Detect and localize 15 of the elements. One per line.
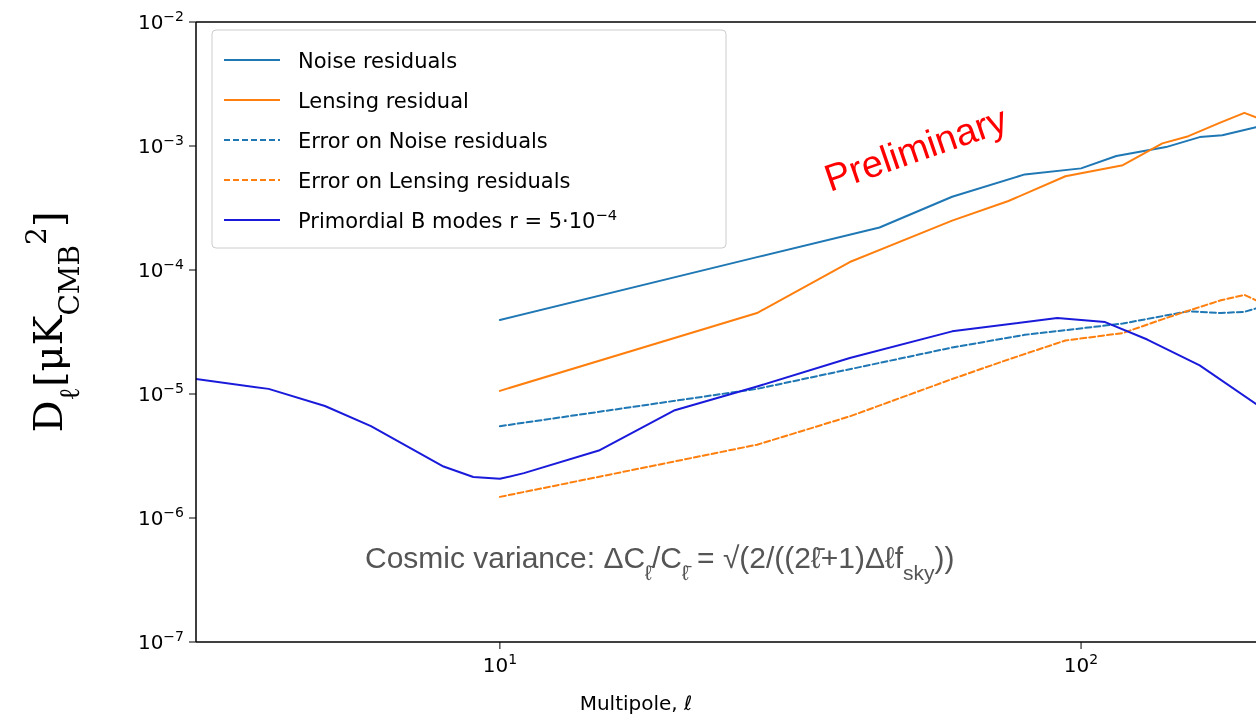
legend-label: Error on Noise residuals <box>298 129 548 153</box>
y-tick-label: 10$^{−5}$ <box>137 380 184 406</box>
x-tick-label: 10$^{2}$ <box>1063 651 1099 677</box>
y-tick-label: 10$^{−7}$ <box>137 628 184 654</box>
legend-label: Primordial B modes r = 5·10$^{−4}$ <box>298 205 618 233</box>
annotation: Cosmic variance: ΔC$_{ℓ̄}$/C$_{ℓ̄}$ = √(2/((2ℓ̄+1)Δℓf$_{sky}$)) <box>365 541 955 584</box>
x-axis-title: Multipole, ℓ <box>579 691 693 715</box>
y-tick-label: 10$^{−6}$ <box>137 504 185 530</box>
y-tick-label: 10$^{−4}$ <box>137 256 185 282</box>
y-tick-label: 10$^{−2}$ <box>137 8 184 34</box>
x-tick-label: 10$^{1}$ <box>482 651 518 677</box>
legend-label: Lensing residual <box>298 89 469 113</box>
legend-label: Noise residuals <box>298 49 458 73</box>
y-tick-label: 10$^{−3}$ <box>137 132 184 158</box>
legend-label: Error on Lensing residuals <box>298 169 571 193</box>
